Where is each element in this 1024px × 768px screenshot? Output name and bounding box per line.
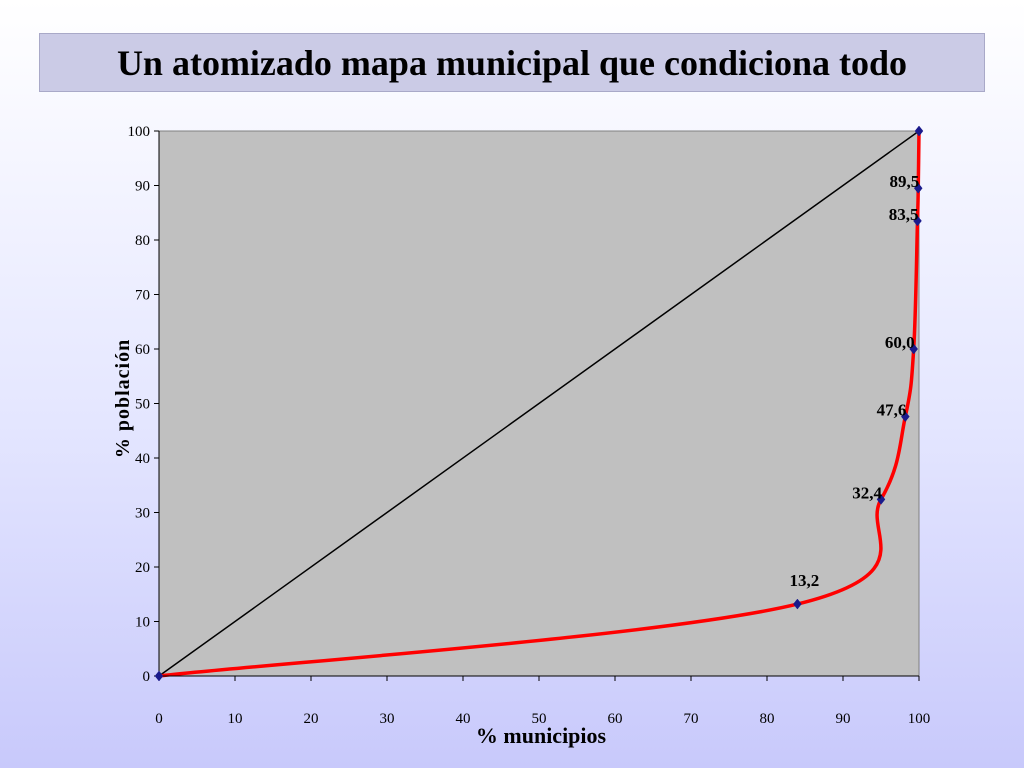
y-tick-label: 30 (135, 506, 150, 522)
equality-line (158, 130, 920, 677)
data-label: 32,4 (852, 483, 882, 502)
y-axis-ticks: 0 10 20 30 40 50 60 70 80 90 100 (128, 124, 159, 685)
data-labels-layer: 13,2 32,4 47,6 60,0 83,5 89,5 (790, 172, 920, 590)
x-axis-ticks: 0 10 20 30 40 50 60 70 80 90 100 (155, 676, 930, 727)
data-point-marker (876, 494, 886, 505)
x-tick-label: 60 (608, 711, 623, 727)
data-point-marker (914, 125, 924, 137)
data-point-marker (909, 343, 919, 355)
x-tick-label: 50 (532, 711, 547, 727)
data-label: 89,5 (889, 172, 919, 191)
y-tick-label: 80 (135, 233, 150, 249)
data-label: 83,5 (889, 205, 919, 224)
x-tick-label: 20 (304, 711, 319, 727)
data-label: 47,6 (877, 401, 907, 420)
slide-title: Un atomizado mapa municipal que condicio… (116, 42, 908, 83)
x-tick-label: 80 (760, 711, 775, 727)
y-tick-label: 100 (128, 124, 151, 140)
data-point-marker (793, 598, 802, 610)
data-point-marker (913, 182, 923, 194)
x-tick-label: 90 (836, 711, 851, 727)
x-tick-label: 10 (228, 711, 243, 727)
y-tick-label: 60 (135, 342, 150, 358)
y-tick-label: 0 (143, 669, 151, 685)
markers-layer (154, 125, 924, 682)
y-axis-title: % población (112, 339, 134, 458)
equality-line-layer (158, 130, 920, 677)
data-label: 60,0 (885, 333, 915, 352)
y-tick-label: 20 (135, 560, 150, 576)
y-tick-label: 10 (135, 615, 150, 631)
data-point-marker (900, 411, 910, 422)
concentration-curve (158, 130, 921, 678)
y-tick-label: 50 (135, 397, 150, 413)
x-tick-label: 30 (380, 711, 395, 727)
x-tick-label: 0 (155, 711, 163, 727)
curve-layer (158, 130, 921, 678)
x-axis-title: % municipios (476, 723, 607, 748)
y-tick-label: 90 (135, 179, 150, 195)
x-tick-label: 70 (684, 711, 699, 727)
data-point-marker (913, 215, 922, 227)
title-box: Un atomizado mapa municipal que condicio… (39, 33, 985, 92)
x-tick-label: 40 (456, 711, 471, 727)
x-tick-label: 100 (908, 711, 931, 727)
data-label: 13,2 (790, 571, 820, 590)
y-tick-label: 70 (135, 288, 150, 304)
data-point-marker (154, 670, 164, 682)
y-tick-label: 40 (135, 451, 150, 467)
